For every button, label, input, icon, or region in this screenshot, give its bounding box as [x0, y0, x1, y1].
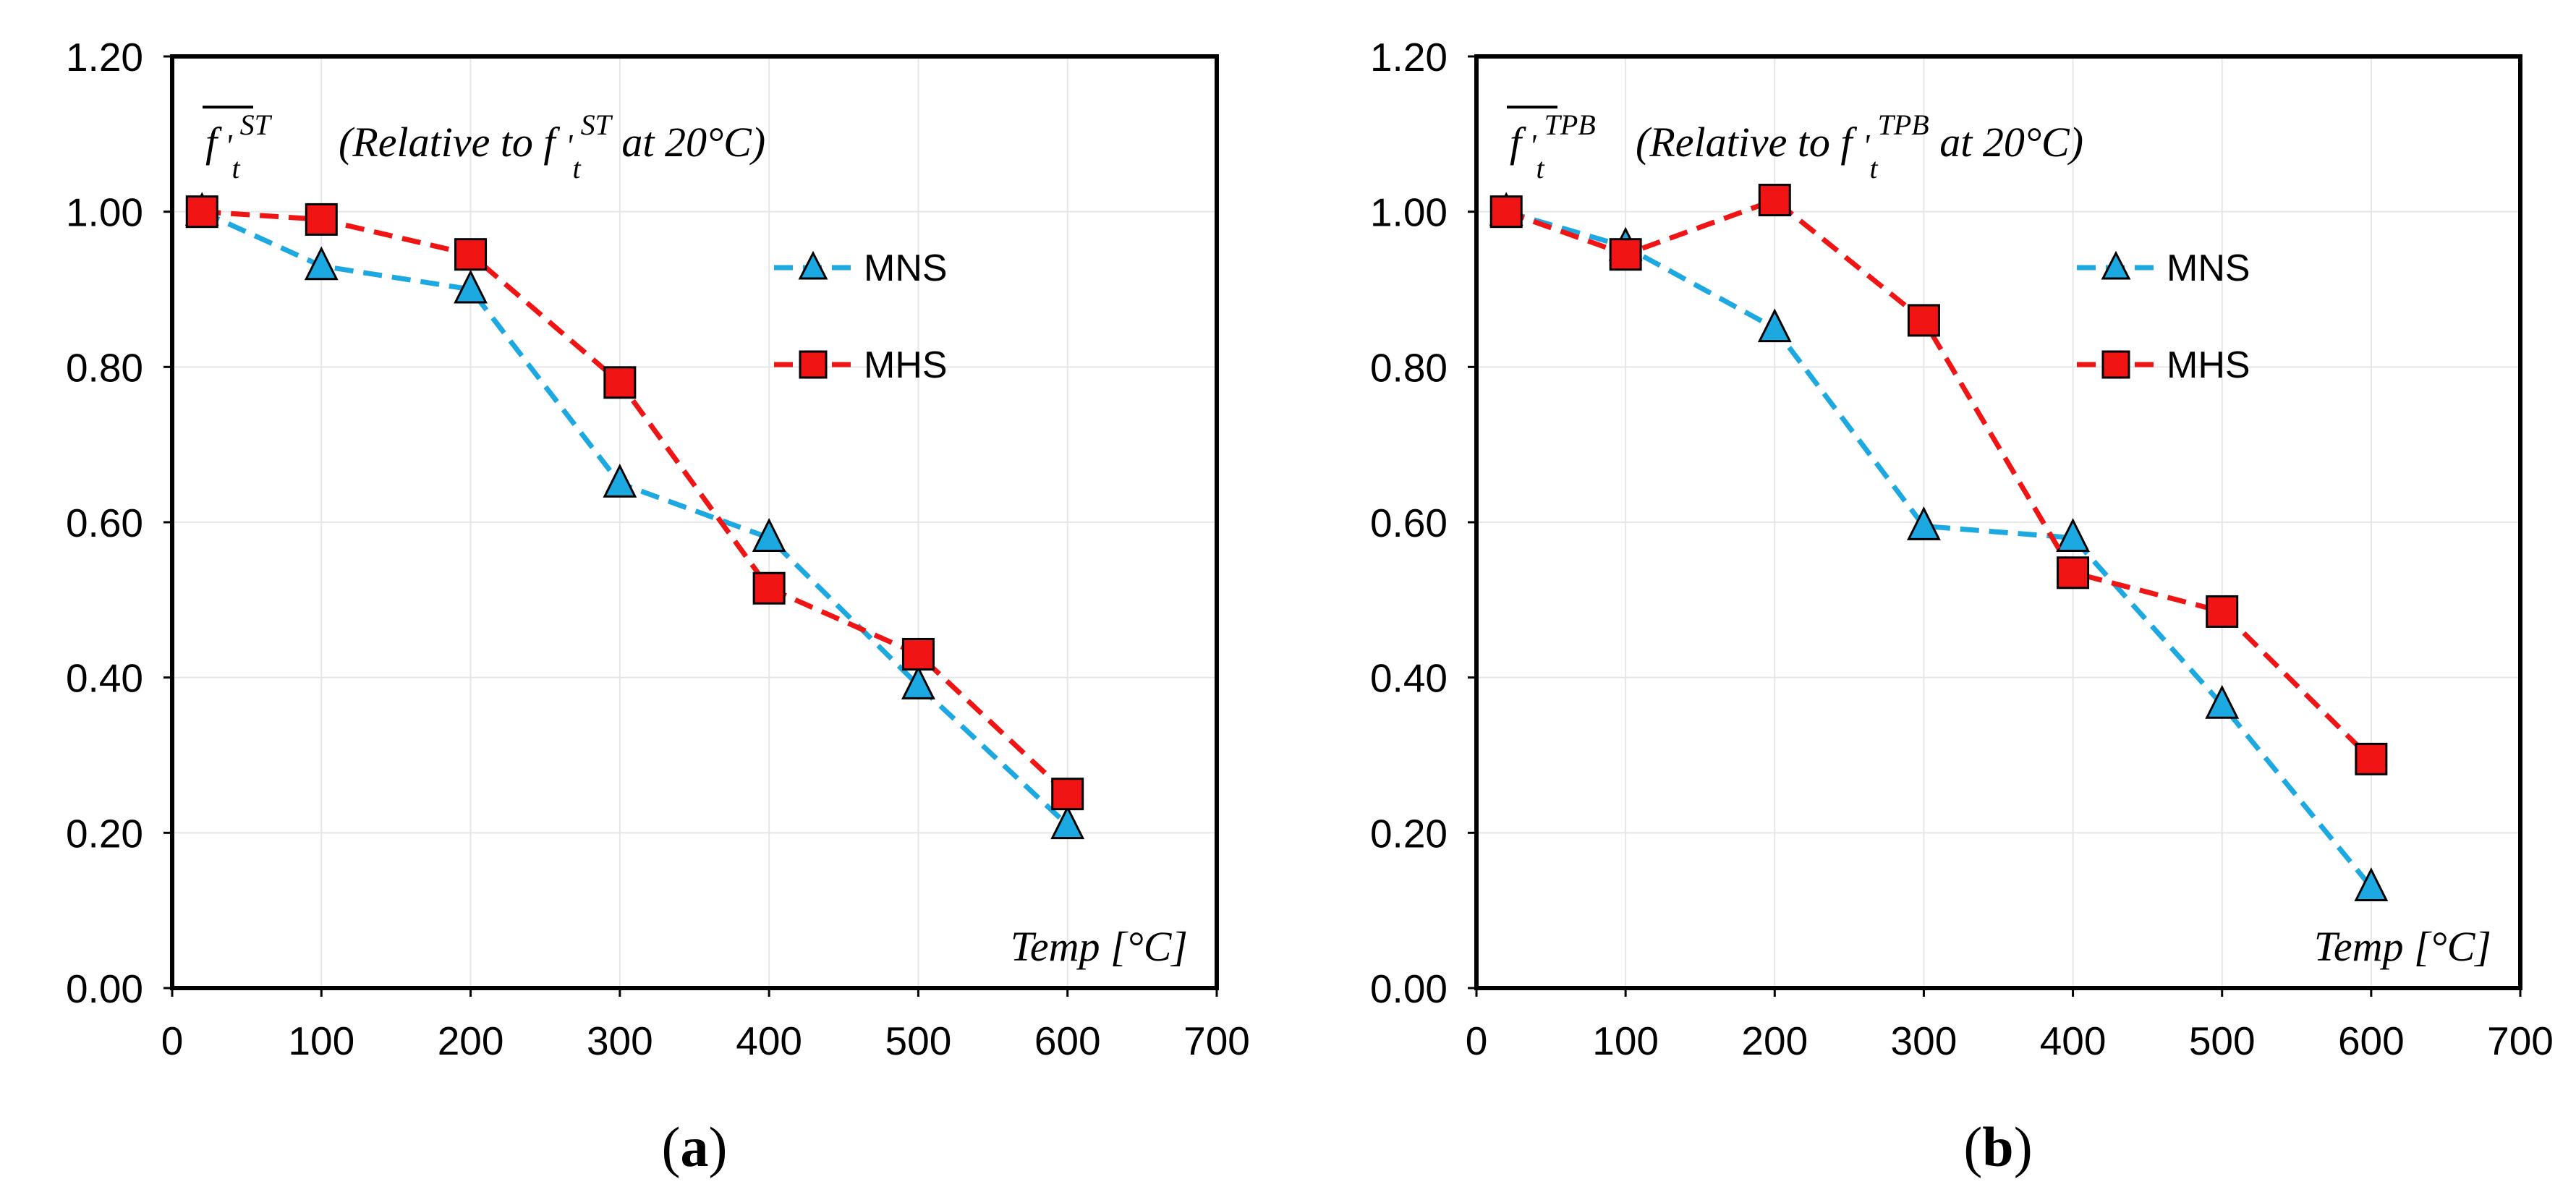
y-tick-label: 1.00 [1370, 190, 1448, 235]
legend-label-mns: MNS [864, 247, 948, 289]
legend-label-mns: MNS [2167, 247, 2250, 289]
title-symbol-sub: t [232, 152, 241, 184]
title-relative-sup: TPB [1878, 108, 1929, 141]
series-line-mns [200, 209, 1070, 827]
data-point-mns [2056, 518, 2090, 552]
y-tick-label: 1.00 [66, 190, 143, 235]
title-symbol-sup: TPB [1544, 108, 1596, 141]
caption-letter: a [681, 1115, 709, 1178]
caption-close: ) [709, 1115, 728, 1178]
x-tick-label: 200 [438, 1018, 504, 1063]
data-point-mns [1050, 805, 1085, 840]
legend-label-mhs: MHS [864, 344, 948, 386]
data-point-mhs [1489, 195, 1523, 229]
y-tick-label: 0.80 [66, 345, 143, 390]
x-tick-label: 0 [161, 1018, 184, 1063]
x-tick-label: 300 [1891, 1018, 1957, 1063]
y-tick-label: 0.00 [66, 966, 143, 1011]
x-tick-label: 100 [288, 1018, 354, 1063]
data-point-mns [752, 518, 786, 552]
data-point-mns [2354, 867, 2389, 901]
data-point-mhs [603, 366, 637, 399]
data-point-mhs [185, 195, 218, 229]
title-symbol: f 'tST [205, 108, 273, 184]
y-tick-label: 0.20 [1370, 811, 1448, 856]
title-relative-text: (Relative to f 'tST at 20°C) [339, 108, 765, 184]
x-tick-label: 700 [1183, 1018, 1250, 1063]
data-point-mhs [1609, 238, 1642, 271]
x-tick-label: 0 [1466, 1018, 1488, 1063]
x-tick-label: 500 [2189, 1018, 2256, 1063]
data-point-mns [603, 463, 637, 498]
x-tick-label: 600 [2338, 1018, 2405, 1063]
data-point-mhs [2355, 742, 2388, 775]
title-relative-main: (Relative to f [339, 119, 566, 166]
x-tick-label: 600 [1034, 1018, 1101, 1063]
y-tick-label: 1.20 [66, 35, 143, 80]
title-relative-prime: ' [566, 128, 574, 163]
x-tick-label: 200 [1741, 1018, 1808, 1063]
chart-panel-a: 0.00 0.20 0.40 0.60 0.80 1.00 1.20 0 100 200 300 40… [66, 35, 1250, 1178]
x-tick-label: 300 [587, 1018, 653, 1063]
legend-marker-mns [798, 250, 828, 280]
data-point-mhs [752, 571, 786, 605]
x-tick-label: 400 [2040, 1018, 2107, 1063]
data-point-mhs [1051, 778, 1084, 811]
legend-marker-mhs [2101, 350, 2130, 379]
title-relative-end: at 20°C) [1929, 119, 2083, 166]
x-axis-label: Temp [°C] [2314, 923, 2491, 970]
title-relative-sup: ST [581, 108, 613, 141]
x-tick-label: 700 [2487, 1018, 2554, 1063]
x-tick-label: 400 [736, 1018, 802, 1063]
data-point-mns [454, 269, 488, 304]
title-symbol: f 'tTPB [1510, 108, 1596, 184]
y-tick-label: 0.20 [66, 811, 143, 856]
title-symbol-prime: ' [1521, 128, 1537, 163]
data-point-mhs [1907, 304, 1940, 337]
y-tick-label: 0.60 [1370, 501, 1448, 545]
x-tick-label: 100 [1592, 1018, 1659, 1063]
data-point-mhs [2057, 556, 2090, 590]
data-point-mhs [454, 238, 488, 271]
data-point-mns [1757, 308, 1792, 343]
caption-letter: b [1982, 1115, 2013, 1178]
title-symbol-sup: ST [240, 108, 273, 141]
series-line-mhs [202, 209, 1070, 796]
title-relative-sub: t [1869, 152, 1878, 184]
data-point-mhs [2206, 595, 2239, 628]
y-tick-label: 0.60 [66, 501, 143, 545]
legend-marker-mhs [799, 350, 828, 379]
y-tick-label: 0.40 [1370, 656, 1448, 701]
panel-caption: (b) [1963, 1115, 2032, 1178]
data-point-mhs [901, 637, 935, 671]
title-symbol-sub: t [1536, 152, 1545, 184]
y-tick-label: 0.40 [66, 656, 143, 701]
title-symbol-prime: ' [217, 128, 233, 163]
title-relative-text: (Relative to f 'tTPB at 20°C) [1636, 108, 2083, 184]
data-point-mns [2205, 684, 2240, 719]
data-point-mns [304, 246, 339, 281]
x-tick-label: 500 [885, 1018, 952, 1063]
legend-label-mhs: MHS [2167, 344, 2250, 386]
title-relative-end: at 20°C) [611, 119, 765, 166]
caption-open: ( [662, 1115, 681, 1178]
data-point-mhs [305, 203, 338, 236]
data-point-mns [1907, 506, 1941, 540]
title-relative-sub: t [572, 152, 581, 184]
legend-marker-mns [2101, 250, 2131, 280]
x-axis-label: Temp [°C] [1011, 923, 1188, 970]
chart-panel-b: 0.00 0.20 0.40 0.60 0.80 1.00 1.20 0 100 200 300 40… [1370, 35, 2554, 1178]
data-point-mhs [1758, 184, 1791, 217]
title-relative-main: (Relative to f [1636, 119, 1863, 166]
title-relative-prime: ' [1863, 128, 1871, 163]
y-tick-label: 1.20 [1370, 35, 1448, 80]
data-point-mns [901, 665, 935, 699]
caption-close: ) [2014, 1115, 2033, 1178]
y-tick-label: 0.80 [1370, 345, 1448, 390]
caption-open: ( [1963, 1115, 1982, 1178]
y-tick-label: 0.00 [1370, 966, 1448, 1011]
panel-caption: (a) [662, 1115, 728, 1178]
